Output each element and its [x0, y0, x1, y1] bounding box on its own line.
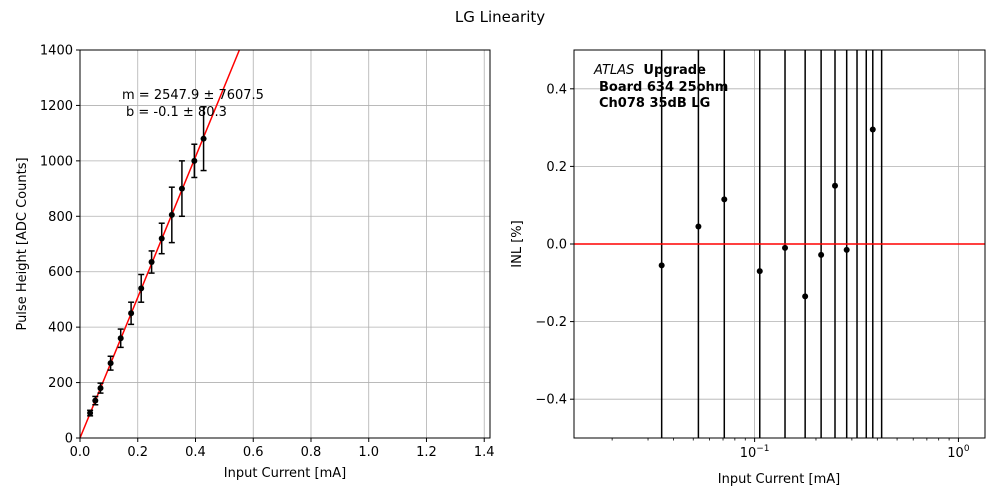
left-y-tick-label: 200 — [48, 376, 73, 391]
channel-label: Ch078 35dB LG — [599, 96, 710, 111]
data-point — [92, 397, 99, 404]
left-y-tick-label: 1200 — [40, 99, 73, 114]
data-point — [107, 360, 114, 367]
left-x-tick-label: 1.2 — [416, 445, 437, 460]
data-point — [200, 135, 207, 142]
inl-data-point — [721, 196, 728, 203]
right-x-tick-label: 100 — [947, 444, 970, 461]
left-data-point-group — [138, 273, 145, 303]
data-point — [158, 235, 165, 242]
data-point — [128, 310, 135, 317]
right-x-ticks: 10−1 100 — [611, 438, 970, 461]
right-data-layer — [658, 126, 876, 300]
data-point — [97, 385, 104, 392]
right-y-tick-label: −0.4 — [535, 393, 567, 408]
left-plot-frame — [79, 49, 491, 439]
data-point — [138, 285, 145, 292]
inl-data-point — [818, 251, 825, 258]
left-x-tick-label: 0.2 — [127, 445, 148, 460]
data-point — [117, 335, 124, 342]
linearity-panel: 0.0 0.2 0.4 0.6 0.8 1.0 1.2 1.4 0 200 400 600 800 10… — [15, 44, 495, 482]
data-point — [148, 259, 155, 266]
fit-line-layer — [79, 49, 241, 439]
inl-data-point — [802, 293, 809, 300]
left-x-ticks: 0.0 0.2 0.4 0.6 0.8 1.0 1.2 1.4 — [70, 438, 495, 460]
left-y-tick-label: 800 — [48, 210, 73, 225]
right-y-axis-label: INL [%] — [510, 220, 525, 267]
left-data-point-group — [148, 250, 155, 274]
left-x-tick-label: 0.8 — [301, 445, 322, 460]
left-x-tick-label: 0.4 — [185, 445, 206, 460]
left-data-point-group — [168, 186, 175, 244]
left-data-point-group — [200, 106, 207, 172]
left-x-tick-label: 1.4 — [474, 445, 495, 460]
left-x-axis-label: Input Current [mA] — [224, 466, 346, 481]
inl-data-point — [782, 244, 789, 251]
left-data-point-group — [158, 222, 165, 255]
board-label: Board 634 25ohm — [599, 80, 728, 95]
intercept-annotation: b = -0.1 ± 80.3 — [126, 105, 227, 120]
inl-data-point — [843, 246, 850, 253]
upgrade-text: Upgrade — [643, 63, 706, 78]
inl-data-point — [756, 268, 763, 275]
left-data-point-group — [117, 328, 124, 349]
left-data-point-group — [128, 301, 135, 326]
right-y-tick-label: 0.0 — [546, 238, 567, 253]
left-data-point-group — [191, 143, 198, 179]
tick-exponent: −1 — [756, 444, 769, 454]
right-x-axis-label: Input Current [mA] — [718, 472, 840, 487]
left-data-point-group — [97, 382, 104, 394]
right-x-tick-label: 10−1 — [740, 444, 770, 461]
left-data-point-group — [87, 409, 94, 417]
right-y-tick-label: 0.4 — [546, 82, 567, 97]
data-point — [87, 410, 94, 417]
inl-panel: 10−1 100 −0.4−0.20.00.20.4 Input Current … — [510, 49, 986, 487]
left-data-point-group — [92, 395, 99, 406]
left-data-point-group — [107, 355, 114, 371]
left-data-point-group — [178, 160, 185, 218]
slope-annotation: m = 2547.9 ± 7607.5 — [122, 88, 264, 103]
right-y-tick-label: −0.2 — [535, 315, 567, 330]
right-y-ticks: −0.4 −0.2 0.0 0.2 0.4 — [535, 82, 574, 408]
left-y-tick-label: 1000 — [40, 154, 73, 169]
left-y-tick-label: 400 — [48, 321, 73, 336]
inl-data-point — [869, 126, 876, 133]
inl-data-point — [695, 223, 702, 230]
atlas-text: ATLAS — [593, 63, 634, 78]
tick-exponent: 0 — [964, 444, 970, 454]
inl-data-point — [658, 262, 665, 269]
left-y-tick-label: 600 — [48, 265, 73, 280]
left-data-layer — [87, 106, 207, 417]
inl-data-point — [832, 182, 839, 189]
left-y-ticks: 0 200 400 600 800 1000 1200 1400 — [40, 44, 80, 447]
tick-base: 10 — [740, 446, 757, 461]
left-y-axis-label: Pulse Height [ADC Counts] — [15, 157, 30, 330]
left-x-tick-label: 0.0 — [70, 445, 91, 460]
atlas-label: ATLAS Upgrade — [593, 63, 706, 78]
left-y-tick-label: 0 — [65, 432, 73, 447]
data-point — [178, 185, 185, 192]
data-point — [168, 211, 175, 218]
figure-title: LG Linearity — [455, 8, 545, 26]
right-y-tick-label: 0.2 — [546, 160, 567, 175]
data-point — [191, 157, 198, 164]
left-y-tick-label: 1400 — [40, 44, 73, 59]
left-x-tick-label: 0.6 — [243, 445, 264, 460]
fit-line — [79, 49, 241, 439]
tick-base: 10 — [947, 446, 964, 461]
left-x-tick-label: 1.0 — [358, 445, 379, 460]
